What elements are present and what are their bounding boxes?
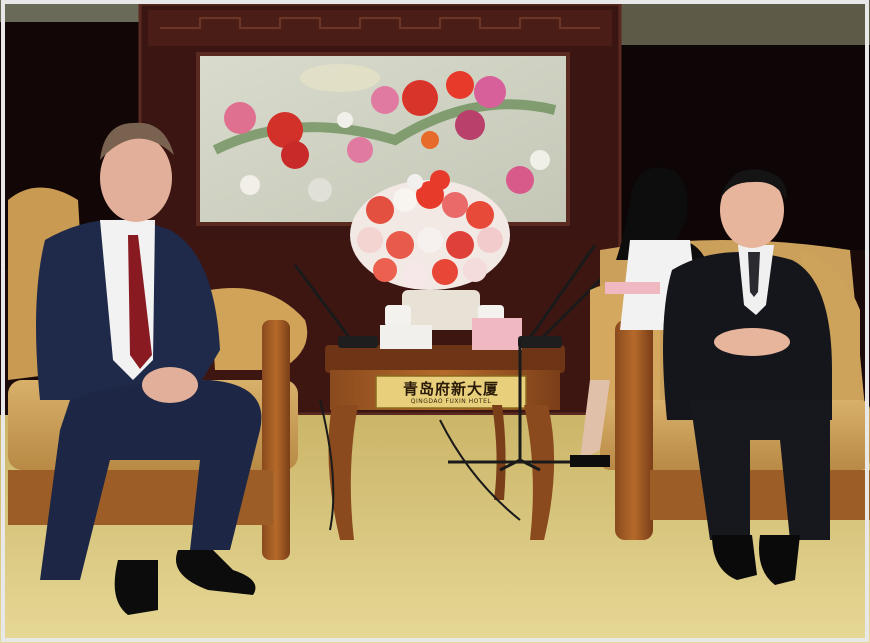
man-left [36,122,262,615]
tea-table-top [325,345,565,373]
mic-stand [448,340,578,472]
shoe-right-2 [759,535,800,585]
mic-base-right [518,336,562,348]
interpreter [570,167,706,467]
vase [402,290,480,330]
mic-base-left [338,336,378,348]
man-right [663,169,832,585]
shoe-right-1 [712,535,757,580]
table-leg-left [328,405,358,540]
ceiling-strip-right [620,0,870,45]
table-plaque [375,375,527,409]
shoe-left-2 [176,550,256,595]
table-leg-back [492,405,506,500]
cables [319,399,521,531]
chandelier-reflection [300,64,380,92]
face-left [100,134,172,222]
hotel-plaque-chinese: 青岛府新大厦 [402,380,499,398]
table-leg-right [524,405,555,540]
flower-arrangement [350,170,510,290]
face-right [720,172,784,248]
painted-peonies [212,71,557,202]
name-card-right [472,318,522,350]
shoe-left-1 [114,560,158,615]
hotel-plaque-english: QINGDAO FUXIN HOTEL [410,398,492,405]
screen-top-carving [148,10,612,46]
cup-left [385,305,411,327]
name-card-left [380,325,432,349]
